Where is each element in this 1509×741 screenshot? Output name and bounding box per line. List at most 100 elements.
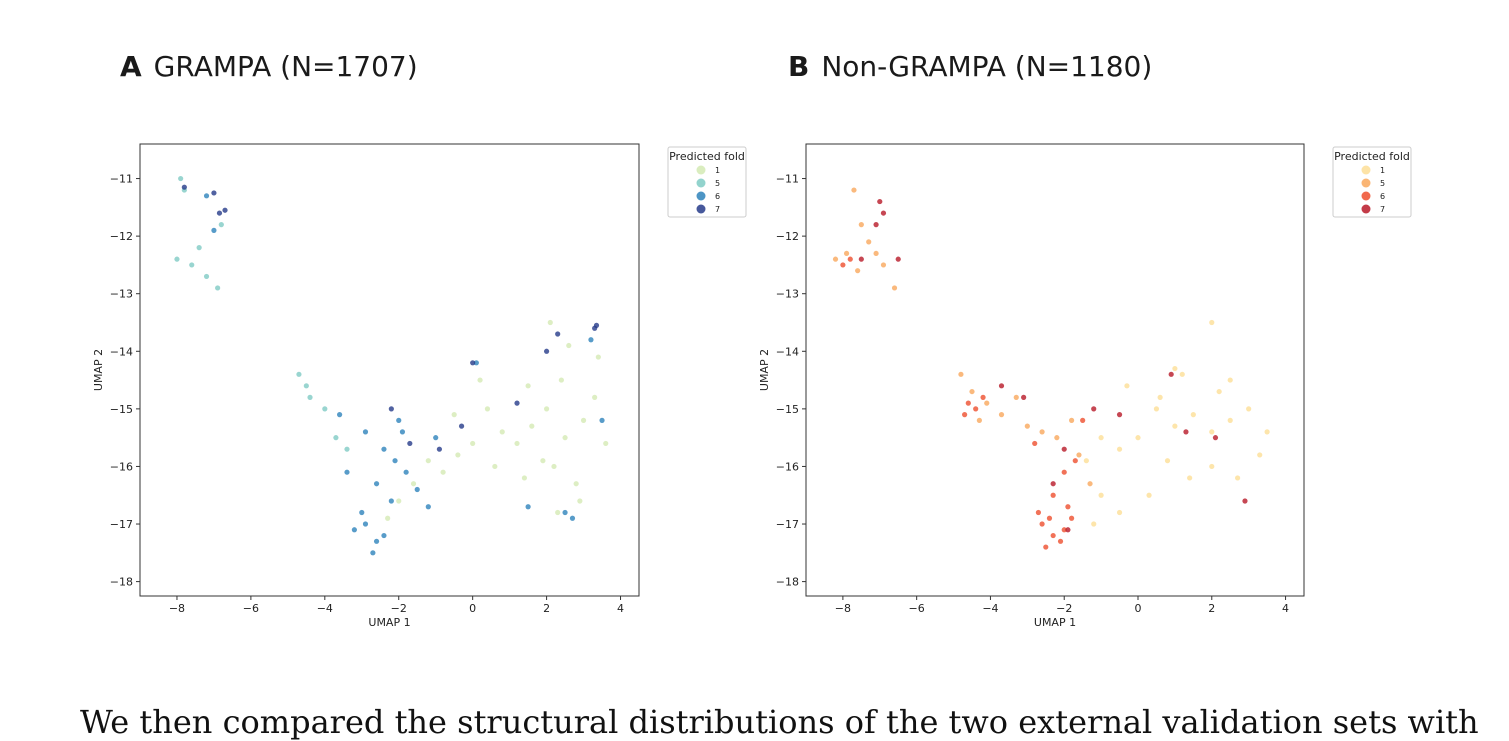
data-point-fold-7 — [1091, 406, 1097, 412]
data-point-fold-7 — [181, 184, 187, 190]
data-point-fold-1 — [1091, 521, 1097, 527]
data-point-fold-1 — [555, 509, 561, 516]
data-point-fold-6 — [1043, 544, 1049, 550]
legend-marker-fold-5 — [1361, 178, 1371, 188]
panel-b-title: Non-GRAMPA (N=1180) — [821, 50, 1153, 83]
data-point-fold-6 — [362, 429, 369, 435]
data-point-fold-5 — [303, 383, 309, 389]
data-point-fold-7 — [998, 383, 1005, 389]
data-point-fold-5 — [843, 250, 850, 257]
data-point-fold-1 — [514, 440, 520, 447]
data-point-fold-5 — [984, 400, 990, 406]
data-point-fold-7 — [1061, 446, 1067, 452]
data-point-fold-1 — [1135, 435, 1141, 441]
data-point-fold-7 — [1212, 435, 1219, 441]
data-point-fold-1 — [385, 515, 391, 521]
data-point-fold-7 — [1050, 481, 1056, 487]
panel-a-heading: A GRAMPA (N=1707) — [120, 50, 418, 83]
legend-marker-fold-6 — [1361, 191, 1371, 201]
data-point-fold-1 — [1179, 371, 1185, 377]
legend-marker-fold-6 — [696, 191, 706, 201]
data-point-fold-1 — [451, 412, 457, 418]
data-point-fold-6 — [840, 262, 846, 268]
data-point-fold-5 — [178, 175, 184, 182]
data-point-fold-1 — [410, 481, 417, 487]
data-point-fold-1 — [1227, 377, 1233, 383]
legend-label-fold-5: 5 — [1380, 179, 1385, 188]
data-point-fold-1 — [1098, 492, 1104, 498]
y-tick-label: −15 — [110, 403, 133, 416]
data-point-fold-1 — [558, 377, 564, 383]
data-point-fold-1 — [543, 406, 550, 412]
y-tick-label: −16 — [776, 460, 799, 473]
data-point-fold-5 — [851, 187, 857, 193]
legend-label-fold-7: 7 — [1380, 205, 1385, 214]
legend-marker-fold-5 — [696, 178, 706, 188]
data-point-fold-6 — [980, 394, 986, 400]
data-point-fold-1 — [1209, 463, 1215, 470]
data-point-fold-6 — [1072, 458, 1078, 464]
umap-scatter-grampa: −8 −6 −4 −2 0 2 4 −11 −12 −13 −14 −15 −16 −17 −18 UMAP … — [92, 143, 747, 629]
legend-marker-fold-1 — [1361, 165, 1371, 175]
x-tick-label: −2 — [1056, 602, 1072, 615]
data-point-fold-1 — [580, 417, 587, 423]
data-point-fold-7 — [873, 222, 879, 228]
data-point-fold-6 — [569, 515, 576, 521]
data-point-fold-6 — [562, 509, 568, 516]
data-point-fold-7 — [880, 210, 887, 216]
data-point-fold-1 — [595, 354, 601, 360]
legend-label-fold-1: 1 — [1380, 166, 1385, 175]
data-point-fold-6 — [1080, 417, 1086, 423]
data-point-fold-6 — [847, 256, 853, 262]
data-point-fold-1 — [470, 440, 476, 447]
data-point-fold-7 — [1065, 527, 1071, 533]
legend-box — [1332, 146, 1412, 218]
y-tick-label: −12 — [110, 230, 133, 243]
x-tick-label: −4 — [982, 602, 998, 615]
points-a — [174, 175, 609, 556]
umap-scatter-non-grampa: −8 −6 −4 −2 0 2 4 −11 −12 −13 −14 −15 −16 −17 −18 UMAP … — [758, 143, 1412, 629]
y-tick-label: −11 — [110, 173, 133, 186]
data-point-fold-1 — [425, 458, 431, 464]
data-point-fold-1 — [566, 342, 572, 349]
data-point-fold-5 — [1069, 417, 1075, 423]
y-tick-label: −14 — [110, 345, 133, 358]
legend-label-fold-5: 5 — [715, 179, 720, 188]
data-point-fold-7 — [1116, 412, 1123, 418]
panel-a-letter: A — [120, 50, 142, 83]
data-point-fold-5 — [296, 371, 302, 377]
y-tick-label: −17 — [776, 518, 799, 531]
x-tick-label: 0 — [469, 602, 476, 615]
data-point-fold-5 — [1087, 481, 1093, 487]
x-tick-label: 2 — [543, 602, 550, 615]
data-point-fold-1 — [1098, 435, 1104, 441]
y-tick-label: −13 — [110, 288, 133, 301]
data-point-fold-6 — [203, 193, 210, 199]
data-point-fold-7 — [877, 198, 883, 205]
data-point-fold-5 — [1013, 394, 1019, 400]
data-point-fold-1 — [525, 383, 531, 389]
y-axis-label: UMAP 2 — [758, 349, 771, 391]
data-point-fold-1 — [592, 394, 598, 400]
data-point-fold-1 — [1172, 423, 1178, 429]
data-point-fold-5 — [969, 388, 975, 395]
data-point-fold-6 — [211, 227, 217, 233]
data-point-fold-1 — [1209, 429, 1215, 435]
data-point-fold-7 — [216, 210, 223, 216]
data-point-fold-6 — [337, 412, 343, 418]
data-point-fold-1 — [1172, 365, 1178, 372]
data-point-fold-6 — [973, 406, 979, 412]
legend-marker-fold-7 — [696, 204, 706, 214]
data-point-fold-6 — [1046, 515, 1053, 521]
x-tick-label: −8 — [835, 602, 851, 615]
data-point-fold-7 — [555, 331, 561, 337]
plot-frame-b — [805, 143, 1305, 597]
data-point-fold-6 — [1035, 509, 1041, 516]
data-point-fold-6 — [399, 429, 406, 435]
y-axis-label: UMAP 2 — [92, 349, 105, 391]
data-point-fold-5 — [189, 262, 195, 268]
data-point-fold-5 — [976, 417, 982, 423]
data-point-fold-1 — [1257, 452, 1263, 458]
data-point-fold-6 — [1057, 538, 1064, 544]
data-point-fold-1 — [521, 475, 528, 481]
